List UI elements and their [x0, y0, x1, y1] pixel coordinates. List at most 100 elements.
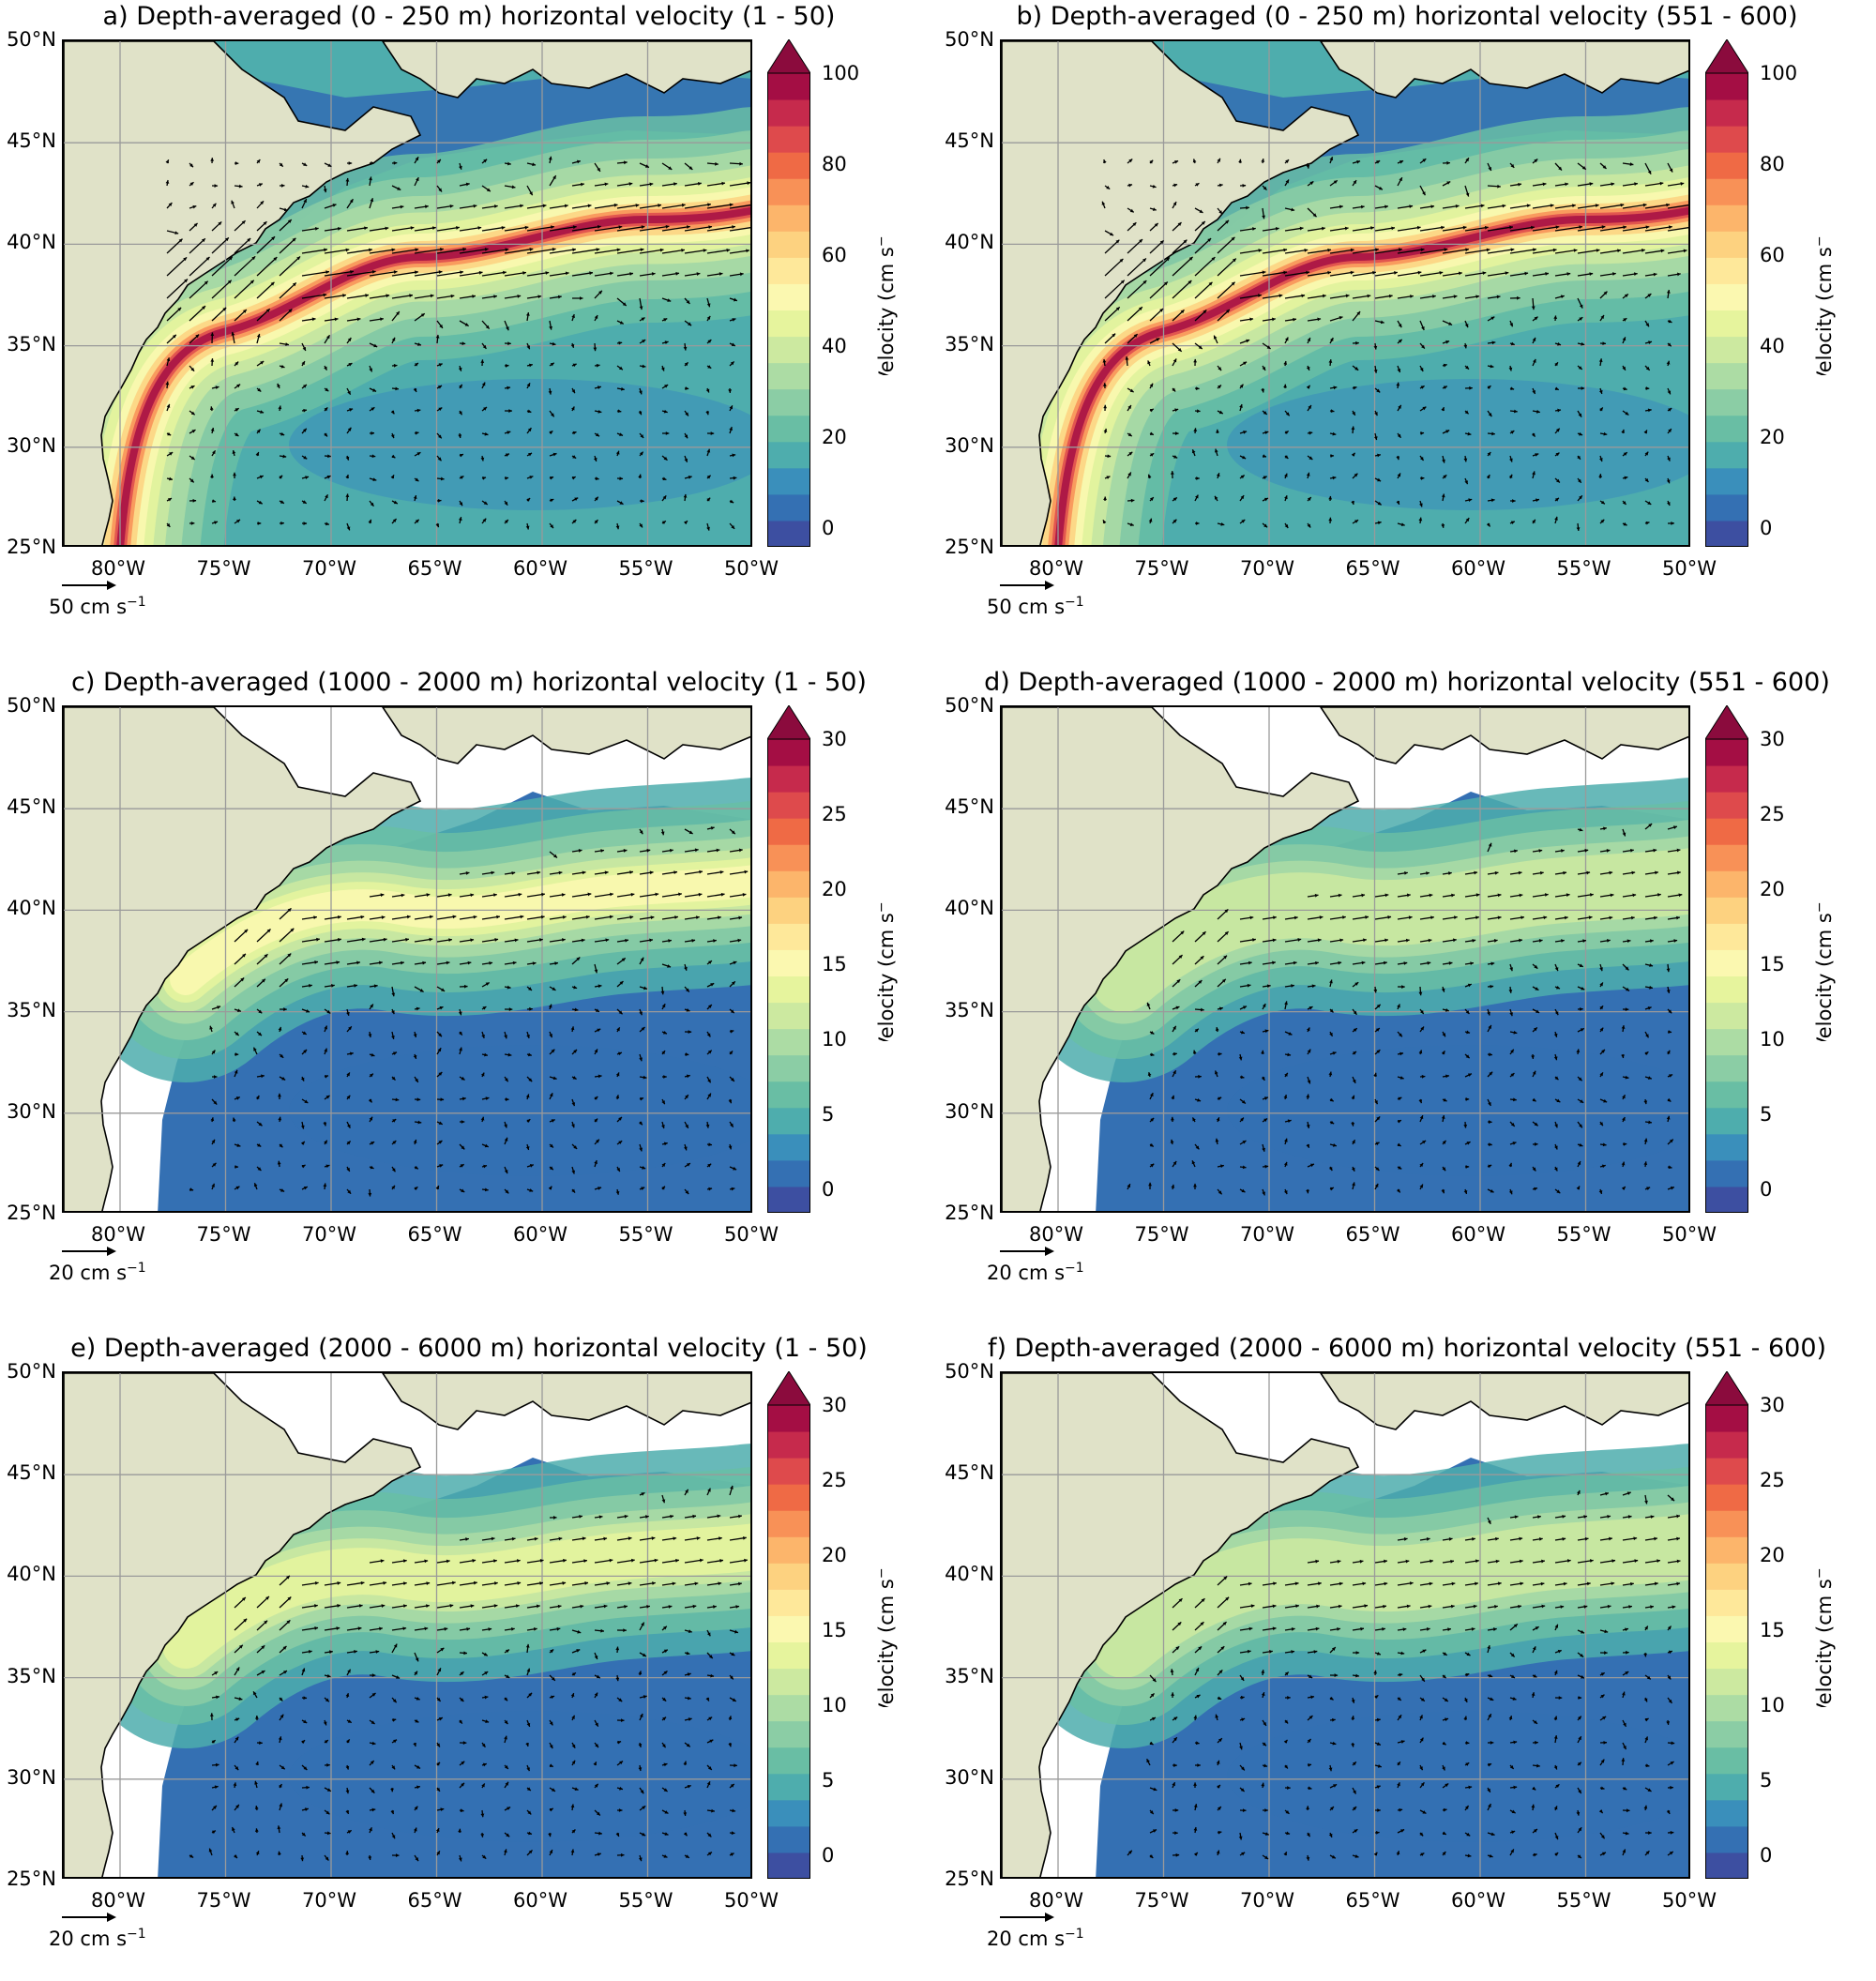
colorbar-tick: 0 — [1760, 1178, 1772, 1201]
velocity-field-svg — [64, 1373, 752, 1879]
colorbar-tick: 40 — [822, 335, 847, 357]
map-panel-e: e) Depth-averaged (2000 - 6000 m) horizo… — [0, 1332, 938, 1981]
colorbar-tick: 5 — [822, 1103, 834, 1126]
lat-label: 30°N — [0, 434, 56, 457]
svg-text:Velocity (cm s−1): Velocity (cm s−1) — [874, 1566, 898, 1707]
lon-label: 60°W — [1441, 557, 1516, 580]
velocity-map — [1000, 1371, 1690, 1879]
lat-label: 30°N — [0, 1100, 56, 1123]
velocity-map — [1000, 705, 1690, 1213]
lon-label: 60°W — [1441, 1889, 1516, 1912]
lon-label: 55°W — [609, 1223, 684, 1246]
lon-label: 55°W — [1547, 1889, 1622, 1912]
lat-label: 50°N — [938, 1360, 994, 1383]
colorbar-tick: 0 — [822, 1178, 834, 1201]
velocity-field-svg — [1002, 1373, 1690, 1879]
lon-label: 65°W — [398, 1889, 473, 1912]
velocity-field-svg — [64, 41, 752, 547]
reference-unit-text: 50 cm s — [49, 596, 127, 618]
velocity-map — [62, 705, 752, 1213]
colorbar-tick: 60 — [822, 244, 847, 266]
lon-label: 70°W — [292, 557, 367, 580]
lon-label: 65°W — [1336, 557, 1411, 580]
colorbar-tick: 20 — [1760, 878, 1785, 900]
colorbar-tick: 0 — [1760, 517, 1772, 539]
lat-label: 50°N — [0, 28, 56, 51]
velocity-map — [1000, 39, 1690, 547]
lon-label: 70°W — [292, 1223, 367, 1246]
lon-label: 65°W — [398, 557, 473, 580]
map-panel-b: b) Depth-averaged (0 - 250 m) horizontal… — [938, 0, 1876, 649]
reference-unit-exponent: −1 — [127, 595, 146, 610]
lon-label: 70°W — [1230, 557, 1305, 580]
lon-label: 55°W — [609, 557, 684, 580]
colorbar-tick: 80 — [822, 153, 847, 175]
panel-title: a) Depth-averaged (0 - 250 m) horizontal… — [0, 2, 938, 31]
lat-label: 45°N — [0, 795, 56, 818]
reference-arrow-icon — [62, 1908, 240, 1927]
svg-text:Velocity (cm s−1): Velocity (cm s−1) — [874, 234, 898, 375]
lat-label: 35°N — [0, 999, 56, 1021]
colorbar-tick: 15 — [1760, 1619, 1785, 1641]
reference-arrow-icon — [62, 576, 240, 595]
lon-label: 65°W — [398, 1223, 473, 1246]
colorbar-tick: 10 — [822, 1028, 847, 1051]
svg-text:Velocity (cm s−1): Velocity (cm s−1) — [1812, 234, 1836, 375]
lon-label: 70°W — [1230, 1223, 1305, 1246]
reference-arrow-label: 20 cm s−1 — [987, 1927, 1084, 1950]
colorbar-tick: 0 — [822, 517, 834, 539]
lat-label: 30°N — [938, 434, 994, 457]
colorbar-label: Velocity (cm s−1) — [1805, 900, 1842, 1041]
lat-label: 25°N — [0, 1868, 56, 1890]
lat-label: 45°N — [0, 1461, 56, 1484]
colorbar — [1705, 705, 1748, 1213]
lon-label: 50°W — [714, 1889, 789, 1912]
lat-label: 25°N — [0, 536, 56, 558]
lon-label: 50°W — [1652, 1223, 1727, 1246]
colorbar-tick: 5 — [822, 1769, 834, 1792]
colorbar-tick: 60 — [1760, 244, 1785, 266]
map-panel-d: d) Depth-averaged (1000 - 2000 m) horizo… — [938, 666, 1876, 1315]
reference-arrow-label: 20 cm s−1 — [987, 1261, 1084, 1284]
velocity-map — [62, 1371, 752, 1879]
colorbar-tick: 10 — [1760, 1694, 1785, 1716]
colorbar — [767, 39, 810, 547]
colorbar-tick: 20 — [1760, 1544, 1785, 1566]
colorbar-label: Velocity (cm s−1) — [1805, 234, 1842, 375]
lon-label: 50°W — [1652, 1889, 1727, 1912]
panel-title: e) Depth-averaged (2000 - 6000 m) horizo… — [0, 1334, 938, 1363]
colorbar-tick: 20 — [822, 878, 847, 900]
lon-label: 65°W — [1336, 1889, 1411, 1912]
lat-label: 40°N — [0, 231, 56, 253]
reference-unit-exponent: −1 — [1065, 595, 1084, 610]
panel-title: c) Depth-averaged (1000 - 2000 m) horizo… — [0, 668, 938, 697]
lon-label: 60°W — [503, 557, 578, 580]
reference-arrow-icon — [62, 1242, 240, 1261]
lat-label: 45°N — [938, 129, 994, 152]
colorbar-label: Velocity (cm s−1) — [1805, 1566, 1842, 1707]
reference-unit-text: 50 cm s — [987, 596, 1065, 618]
lat-label: 40°N — [938, 1563, 994, 1585]
lat-label: 45°N — [938, 795, 994, 818]
lon-label: 60°W — [503, 1223, 578, 1246]
colorbar-tick: 10 — [822, 1694, 847, 1716]
reference-unit-text: 20 cm s — [49, 1262, 127, 1284]
lat-label: 25°N — [0, 1202, 56, 1224]
lon-label: 70°W — [292, 1889, 367, 1912]
lat-label: 50°N — [0, 694, 56, 717]
velocity-field-svg — [1002, 41, 1690, 547]
lat-label: 35°N — [938, 999, 994, 1021]
colorbar-label: Velocity (cm s−1) — [867, 1566, 904, 1707]
colorbar-label: Velocity (cm s−1) — [867, 900, 904, 1041]
colorbar-tick: 20 — [822, 1544, 847, 1566]
colorbar — [767, 705, 810, 1213]
velocity-field-svg — [1002, 707, 1690, 1213]
lat-label: 35°N — [938, 1665, 994, 1687]
lat-label: 45°N — [938, 1461, 994, 1484]
reference-unit-exponent: −1 — [127, 1927, 146, 1942]
colorbar-label: Velocity (cm s−1) — [867, 234, 904, 375]
colorbar-tick: 80 — [1760, 153, 1785, 175]
lon-label: 60°W — [1441, 1223, 1516, 1246]
lon-label: 50°W — [714, 557, 789, 580]
lon-label: 60°W — [503, 1889, 578, 1912]
